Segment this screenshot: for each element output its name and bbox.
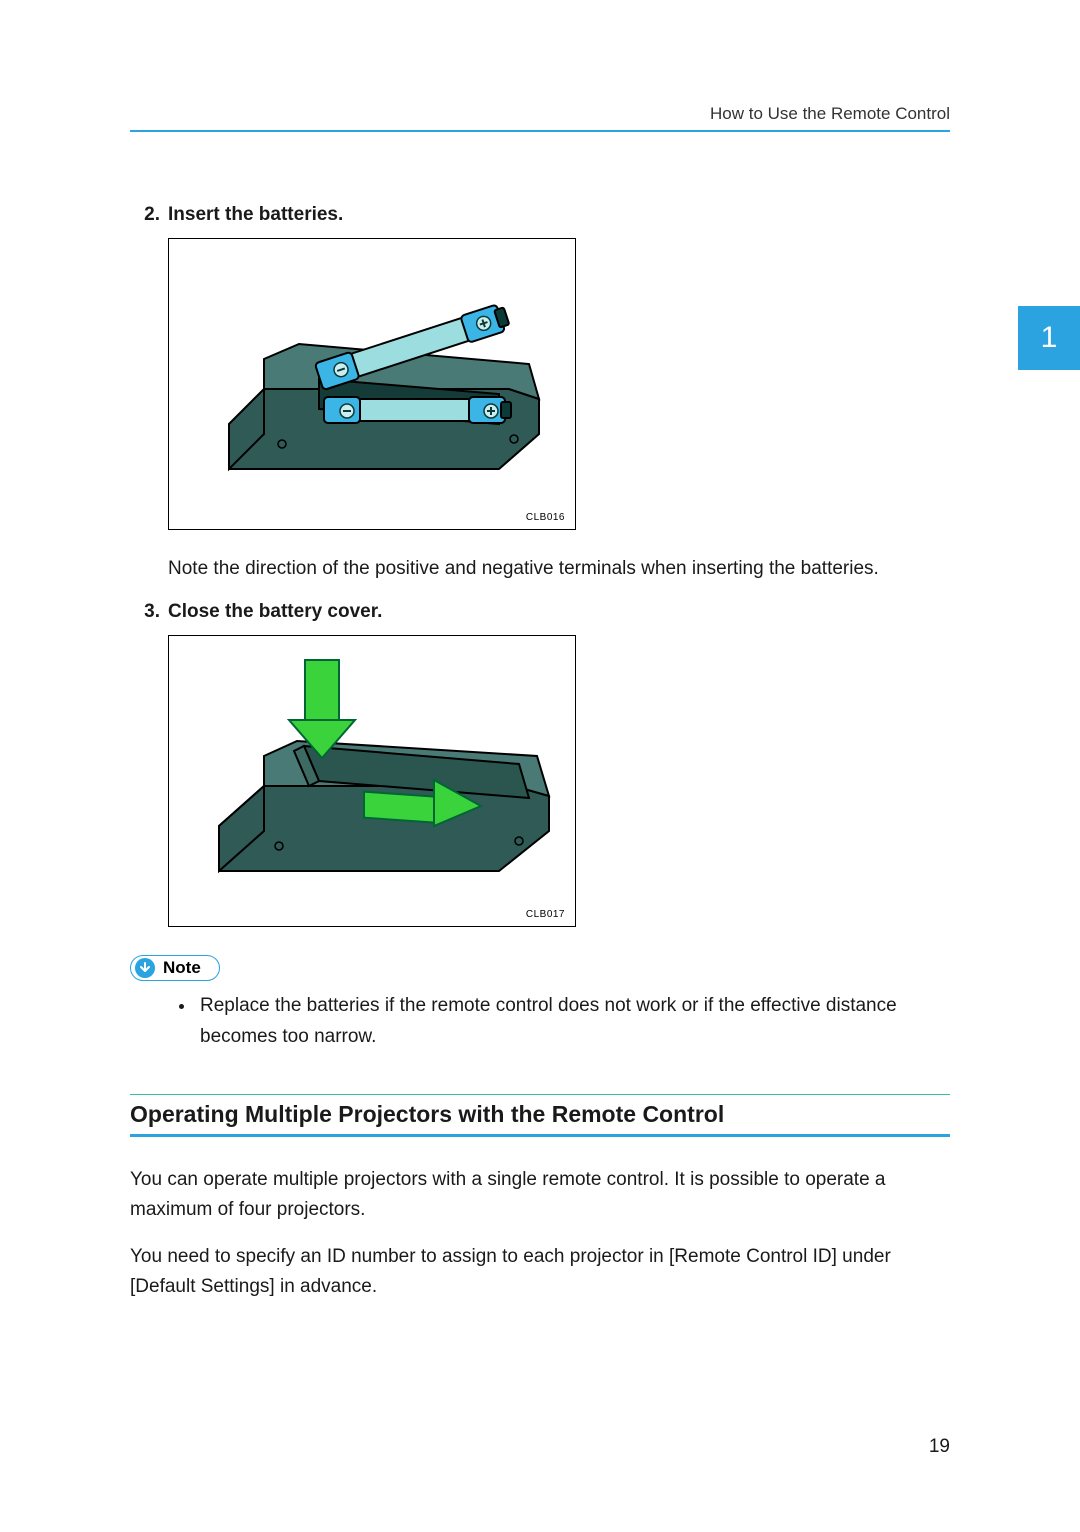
page-number: 19 <box>929 1436 950 1458</box>
battery-insert-illustration-icon <box>169 239 577 531</box>
content-area: 2. Insert the batteries. <box>130 204 950 1319</box>
section-paragraph: You can operate multiple projectors with… <box>130 1165 950 1224</box>
section-rule-bottom <box>130 1134 950 1137</box>
list-item: Replace the batteries if the remote cont… <box>196 991 950 1052</box>
figure-code: CLB016 <box>526 512 565 523</box>
step-title: Insert the batteries. <box>168 204 343 226</box>
figure-close-cover: CLB017 <box>168 635 576 927</box>
section-heading-block: Operating Multiple Projectors with the R… <box>130 1094 950 1137</box>
section-rule-top <box>130 1094 950 1095</box>
figure-code: CLB017 <box>526 909 565 920</box>
step-number: 3. <box>130 601 160 623</box>
running-header: How to Use the Remote Control <box>710 104 950 124</box>
page: How to Use the Remote Control 1 2. Inser… <box>0 0 1080 1532</box>
close-cover-illustration-icon <box>169 636 577 928</box>
note-list: Replace the batteries if the remote cont… <box>196 991 950 1052</box>
step-number: 2. <box>130 204 160 226</box>
step-body-text: Note the direction of the positive and n… <box>168 554 950 583</box>
note-label: Note <box>163 958 201 978</box>
figure-insert-batteries: CLB016 <box>168 238 576 530</box>
step-title: Close the battery cover. <box>168 601 382 623</box>
note-down-arrow-icon <box>135 958 155 978</box>
note-block: Note Replace the batteries if the remote… <box>130 951 950 1052</box>
section-paragraph: You need to specify an ID number to assi… <box>130 1242 950 1301</box>
step-body: CLB017 <box>168 635 950 927</box>
header-rule <box>130 130 950 132</box>
note-badge: Note <box>130 955 220 981</box>
step-heading: 3. Close the battery cover. <box>130 601 950 623</box>
step-heading: 2. Insert the batteries. <box>130 204 950 226</box>
step-body: CLB016 Note the direction of the positiv… <box>168 238 950 583</box>
section-heading: Operating Multiple Projectors with the R… <box>130 1101 950 1128</box>
chapter-tab: 1 <box>1018 306 1080 370</box>
